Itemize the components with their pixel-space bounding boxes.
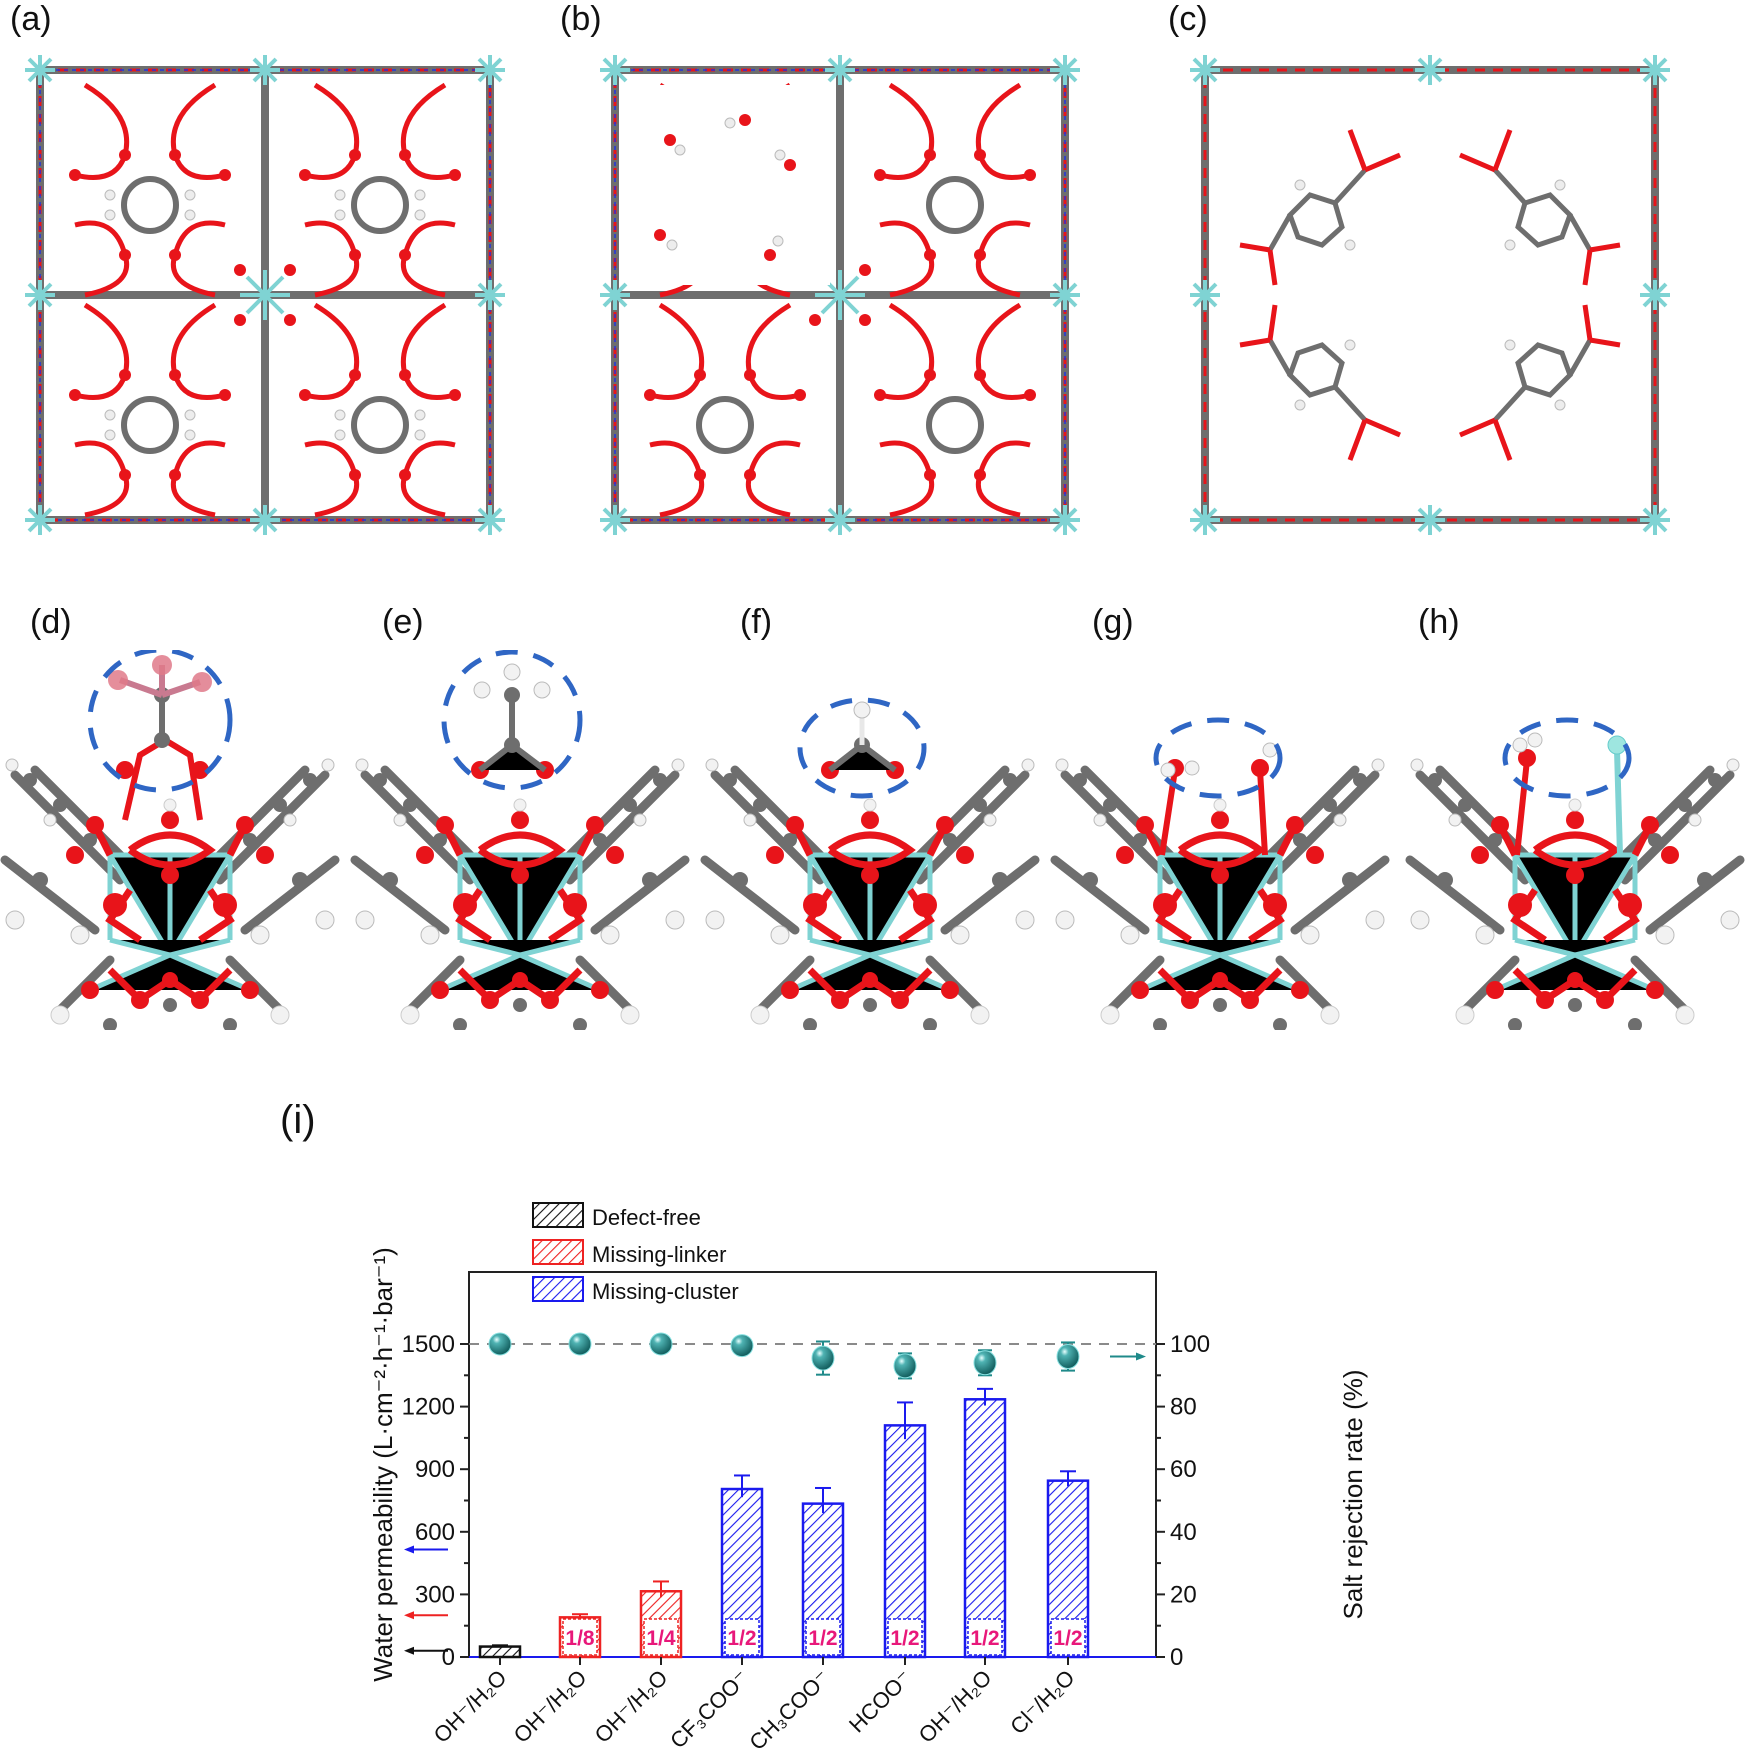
framework-panel-c <box>1190 55 1670 535</box>
right-tick-label: 80 <box>1170 1394 1197 1421</box>
legend-swatch-2 <box>532 1239 584 1265</box>
panel-label-e: (e) <box>382 603 424 641</box>
ratio-label-box <box>643 1618 679 1656</box>
x-tick-label: CH₃COO⁻ <box>744 1665 834 1755</box>
y-axis-label-right: Salt rejection rate (%) <box>1338 1370 1368 1620</box>
panel-label-c: (c) <box>1168 0 1208 38</box>
ratio-label: 1/2 <box>1053 1627 1082 1650</box>
framework-panel-b <box>590 45 1110 565</box>
legend-swatch-1 <box>532 1202 584 1228</box>
legend-label-2: Missing-linker <box>592 1242 726 1267</box>
ratio-label-box <box>724 1618 760 1656</box>
ratio-label: 1/4 <box>646 1627 676 1650</box>
capping-panel-g <box>1050 717 1390 1030</box>
rejection-marker <box>1056 1344 1080 1370</box>
arrow-head-icon <box>404 1646 414 1655</box>
panel-label-f: (f) <box>740 603 773 641</box>
y-axis-label-left: Water permeability (L·cm⁻²·h⁻¹·bar⁻¹) <box>368 1247 398 1682</box>
highlight-circle-g <box>1153 717 1283 799</box>
rejection-marker <box>973 1350 997 1376</box>
panel-label-h: (h) <box>1418 603 1460 641</box>
bar-1 <box>478 1645 522 1659</box>
highlight-circle-d <box>87 650 233 793</box>
arrow-head-icon <box>404 1611 414 1620</box>
left-tick-label: 300 <box>415 1581 455 1608</box>
panel-label-a: (a) <box>10 0 52 38</box>
legend-swatch-3 <box>532 1276 584 1302</box>
ratio-label: 1/2 <box>970 1627 999 1650</box>
rejection-marker <box>893 1353 917 1379</box>
capping-panel-d <box>0 650 340 1030</box>
ratio-label-box <box>805 1618 841 1656</box>
rejection-marker <box>488 1332 512 1356</box>
ratio-label-box <box>967 1618 1003 1656</box>
panel-label-g: (g) <box>1092 603 1134 641</box>
arrow-head-icon <box>404 1545 414 1554</box>
x-tick-label: OH⁻/H₂O <box>509 1665 592 1748</box>
right-tick-label: 100 <box>1170 1331 1210 1358</box>
highlight-circle-f <box>797 697 927 799</box>
left-tick-label: 600 <box>415 1519 455 1546</box>
ratio-label-box <box>887 1618 923 1656</box>
panel-label-i: (i) <box>280 1098 316 1142</box>
left-tick-label: 1500 <box>402 1331 455 1358</box>
x-tick-label: OH⁻/H₂O <box>429 1665 512 1748</box>
right-tick-label: 60 <box>1170 1456 1197 1483</box>
x-tick-label: OH⁻/H₂O <box>590 1665 673 1748</box>
rejection-marker <box>730 1334 754 1358</box>
x-tick-label: OH⁻/H₂O <box>914 1665 997 1748</box>
panel-label-b: (b) <box>560 0 602 38</box>
bar-7 <box>963 1398 1007 1659</box>
right-tick-label: 40 <box>1170 1519 1197 1546</box>
ratio-label: 1/8 <box>565 1627 595 1650</box>
legend-label-3: Missing-cluster <box>592 1279 739 1304</box>
highlight-circle-e <box>441 650 583 791</box>
left-tick-label: 0 <box>442 1644 455 1671</box>
left-tick-label: 1200 <box>402 1394 455 1421</box>
ratio-label: 1/2 <box>890 1627 919 1650</box>
arrow-head-icon <box>1136 1352 1146 1361</box>
rejection-marker <box>568 1332 592 1356</box>
ratio-label-box <box>562 1618 598 1656</box>
right-tick-label: 20 <box>1170 1581 1197 1608</box>
x-tick-label: Cl⁻/H₂O <box>1005 1665 1079 1739</box>
x-tick-label: CF₃COO⁻ <box>665 1665 753 1753</box>
capping-panel-h <box>1405 717 1745 1030</box>
ratio-label-box <box>1050 1618 1086 1656</box>
legend-label-1: Defect-free <box>592 1205 701 1230</box>
ratio-label: 1/2 <box>808 1627 837 1650</box>
capping-panel-f <box>700 697 1040 1030</box>
rejection-marker <box>649 1332 673 1356</box>
left-tick-label: 900 <box>415 1456 455 1483</box>
right-tick-label: 0 <box>1170 1644 1183 1671</box>
capping-panel-e <box>350 650 690 1030</box>
x-tick-label: HCOO⁻ <box>844 1665 917 1738</box>
framework-panel-a <box>25 55 505 535</box>
ratio-label: 1/2 <box>727 1627 756 1650</box>
rejection-marker <box>811 1345 835 1371</box>
highlight-circle-h <box>1502 717 1632 799</box>
panel-label-d: (d) <box>30 603 72 641</box>
